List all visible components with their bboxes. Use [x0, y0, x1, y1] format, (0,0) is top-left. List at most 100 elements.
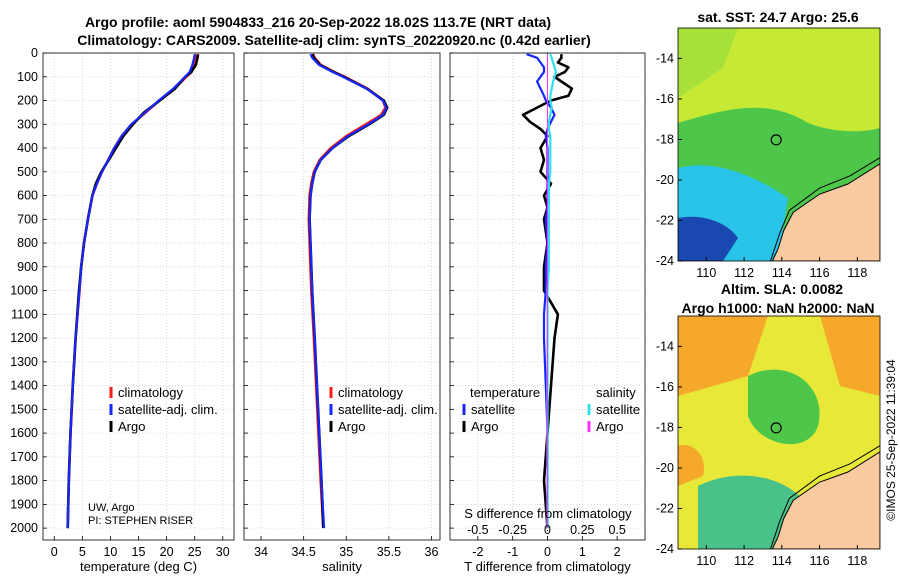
legend-label: satellite	[596, 402, 640, 417]
legend-label: satellite	[471, 402, 515, 417]
x-axis-label: temperature (deg C)	[80, 559, 197, 574]
x-axis-label: T difference from climatology	[464, 559, 631, 574]
sla-map: -14 -16 -18 -20 -22 -24 110 112 114 116 118	[656, 315, 881, 568]
s-axis-label: S difference from climatology	[464, 506, 632, 521]
temperature-satellite-adj-clim--line	[66, 54, 196, 529]
sst-patch	[678, 28, 738, 98]
y-tick-label: 700	[17, 212, 38, 226]
legend-label: satellite-adj. clim.	[118, 402, 218, 417]
x-tick-label: 25	[188, 545, 202, 559]
sst-blue-zone	[678, 216, 738, 261]
y-tick-label: 600	[17, 189, 38, 203]
x-tick-label: 0	[544, 545, 551, 559]
x-tick-label: -2	[472, 545, 483, 559]
lat-tick-label: -20	[656, 461, 674, 475]
coastline	[771, 163, 880, 261]
legend-label: Argo	[471, 419, 498, 434]
x-axis-label: salinity	[322, 559, 362, 574]
sst-map: -14 -16 -18 -20 -22 -24 110 112 114 116 118	[656, 27, 881, 280]
sla-green-eddy	[748, 369, 820, 445]
lat-tick-label: -18	[656, 420, 674, 434]
y-tick-label: 400	[17, 141, 38, 155]
float-position-marker	[770, 422, 782, 434]
s-tick-label: -0.25	[498, 523, 527, 537]
x-tick-label: 34	[254, 545, 268, 559]
lon-tick-label: 112	[734, 266, 754, 280]
legend-label: satellite-adj. clim.	[338, 402, 438, 417]
land	[772, 163, 880, 261]
title-line-2: Climatology: CARS2009. Satellite-adj cli…	[77, 32, 591, 48]
lat-tick-label: -24	[656, 542, 674, 556]
x-tick-label: 15	[132, 545, 146, 559]
lat-tick-label: -16	[656, 92, 674, 106]
y-tick-label: 1800	[10, 474, 38, 488]
legend-label: Argo	[596, 419, 623, 434]
salinity-panel: 34 34.5 35 35.5 36 salinity climatology satelli…	[243, 52, 441, 574]
y-tick-label: 1400	[10, 379, 38, 393]
y-tick-label: 1100	[11, 307, 38, 321]
legend-label: climatology	[118, 385, 184, 400]
lon-tick-label: 114	[772, 554, 792, 568]
coastline	[771, 451, 880, 549]
x-tick-label: 30	[216, 545, 230, 559]
sla-warm-zone	[678, 316, 768, 396]
y-tick-label: 200	[17, 94, 38, 108]
y-tick-label: 100	[17, 70, 38, 84]
legend-label: climatology	[338, 385, 404, 400]
y-tick-label: 1300	[10, 355, 38, 369]
coastline	[770, 157, 880, 261]
plot-area	[244, 53, 440, 540]
lon-tick-label: 118	[847, 266, 867, 280]
s-tick-label: 0.25	[570, 523, 594, 537]
salinity-satellite-adj-clim--line	[308, 53, 388, 529]
float-position-marker	[770, 134, 782, 146]
y-tick-label: 1700	[10, 450, 38, 464]
y-tick-label: 500	[17, 165, 38, 179]
lon-tick-label: 114	[772, 266, 792, 280]
sla-warm-west	[678, 445, 704, 486]
temperature-panel: 0 5 10 15 20 25 300100200300400500600700800900…	[10, 46, 235, 574]
lon-tick-label: 112	[734, 554, 754, 568]
map-frame	[677, 27, 881, 262]
y-tick-label: 1900	[10, 497, 38, 511]
y-tick-label: 1200	[10, 331, 38, 345]
sst-map-title: sat. SST: 24.7 Argo: 25.6	[697, 9, 859, 25]
legend-header-salinity: salinity	[596, 385, 636, 400]
y-tick-label: 1000	[10, 284, 38, 298]
y-tick-label: 1500	[10, 402, 38, 416]
axes-frame	[243, 52, 441, 541]
note-line-1: UW, Argo	[88, 502, 134, 514]
x-tick-label: 35	[339, 545, 353, 559]
x-tick-label: -1	[507, 545, 518, 559]
x-tick-label: 20	[160, 545, 174, 559]
lon-tick-label: 116	[810, 266, 830, 280]
x-tick-label: 36	[425, 545, 439, 559]
y-tick-label: 0	[31, 46, 38, 60]
land	[772, 451, 880, 549]
lat-tick-label: -24	[656, 254, 674, 268]
y-tick-label: 2000	[10, 521, 38, 535]
s-tick-label: -0.5	[467, 523, 489, 537]
copyright-stamp: ©IMOS 25-Sep-2022 11:39:04	[884, 359, 898, 521]
lat-tick-label: -14	[656, 339, 674, 353]
lat-tick-label: -20	[656, 173, 674, 187]
y-tick-label: 800	[17, 236, 38, 250]
coastline	[770, 445, 880, 549]
difference-panel: -2 -1 0 1 2 S difference from climatology -0.5…	[449, 52, 646, 574]
lat-tick-label: -22	[656, 501, 674, 515]
legend-header-temperature: temperature	[470, 385, 540, 400]
x-tick-label: 35.5	[377, 545, 401, 559]
lat-tick-label: -18	[656, 132, 674, 146]
s-tick-label: 0.5	[608, 523, 625, 537]
x-tick-label: 34.5	[291, 545, 315, 559]
legend-label: Argo	[338, 419, 365, 434]
y-tick-label: 1600	[10, 426, 38, 440]
s-tick-label: 0	[544, 523, 551, 537]
sla-map-title-2: Argo h1000: NaN h2000: NaN	[682, 300, 875, 316]
x-tick-label: 10	[103, 545, 117, 559]
map-frame	[677, 315, 881, 550]
x-tick-label: 1	[579, 545, 586, 559]
x-tick-label: 0	[51, 545, 58, 559]
lat-tick-label: -22	[656, 213, 674, 227]
